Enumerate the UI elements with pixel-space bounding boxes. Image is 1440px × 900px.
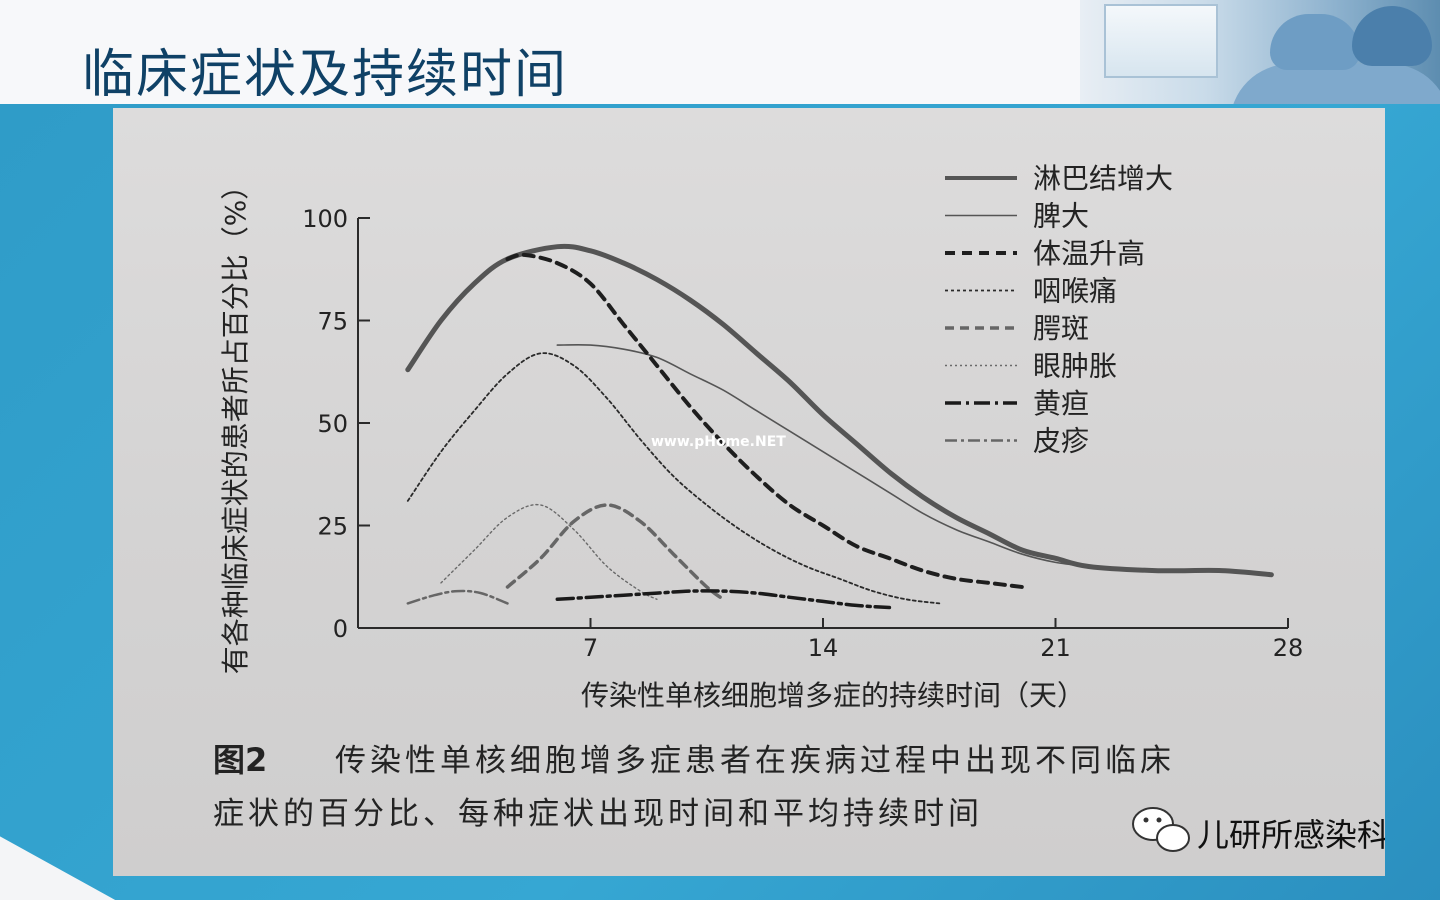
series-line-1: [405, 243, 1274, 578]
legend-label: 眼肿胀: [1033, 350, 1117, 383]
series-layer: [405, 243, 1274, 610]
y-axis-label: 有各种临床症状的患者所占百分比（%）: [219, 172, 252, 675]
x-axis-label: 传染性单核细胞增多症的持续时间（天）: [581, 679, 1085, 712]
account-name: 儿研所感染科: [1197, 816, 1385, 854]
watermark-text: www.pHome.NET: [651, 434, 786, 450]
y-tick-label: 50: [317, 410, 348, 438]
figure-label: 图2: [213, 741, 267, 779]
y-tick-label: 100: [302, 205, 348, 233]
surgeon-cap-image: [1352, 6, 1432, 66]
wechat-icon: [1132, 807, 1190, 852]
series-line-4: [406, 352, 941, 605]
legend-label: 淋巴结增大: [1033, 162, 1173, 195]
x-tick-label: 28: [1273, 634, 1304, 662]
legend-label: 体温升高: [1033, 237, 1145, 270]
series-line-3: [505, 252, 1025, 589]
series-line-6: [440, 503, 658, 600]
series-line-8: [406, 589, 509, 605]
legend-label: 腭斑: [1033, 312, 1089, 345]
caption-line-2: 症状的百分比、每种症状出现时间和平均持续时间: [213, 796, 983, 832]
series-line-2: [556, 343, 1090, 568]
line-chart: 0 25 50 75 100 7 14 21 28 淋巴结增大脾大体温升高咽喉痛腭斑眼肿胀黄疸…: [213, 162, 1385, 854]
series-line-7: [555, 589, 892, 610]
chart-axes: [357, 218, 1288, 629]
x-tick-label: 21: [1040, 634, 1071, 662]
header-surgeons-image: [1080, 0, 1440, 104]
chart-photo: 0 25 50 75 100 7 14 21 28 淋巴结增大脾大体温升高咽喉痛腭斑眼肿胀黄疸…: [113, 108, 1385, 876]
x-tick-label: 7: [583, 634, 598, 662]
y-tick-label: 0: [333, 615, 348, 643]
xray-panel-image: [1104, 4, 1218, 78]
legend-label: 脾大: [1033, 200, 1089, 233]
surgeon-shoulder-image: [1230, 64, 1440, 104]
series-line-5: [505, 503, 726, 602]
caption-line-1: 传染性单核细胞增多症患者在疾病过程中出现不同临床: [335, 743, 1175, 779]
surgeon-cap-image: [1270, 14, 1360, 70]
x-ticks: 7 14 21 28: [583, 618, 1303, 662]
slide-title: 临床症状及持续时间: [82, 45, 569, 105]
x-tick-label: 14: [808, 634, 839, 662]
legend-label: 咽喉痛: [1033, 275, 1117, 308]
legend-label: 黄疸: [1033, 387, 1089, 420]
legend-label: 皮疹: [1033, 425, 1089, 458]
y-tick-label: 75: [317, 308, 348, 336]
y-tick-label: 25: [317, 513, 348, 541]
y-ticks: 0 25 50 75 100: [302, 205, 370, 643]
